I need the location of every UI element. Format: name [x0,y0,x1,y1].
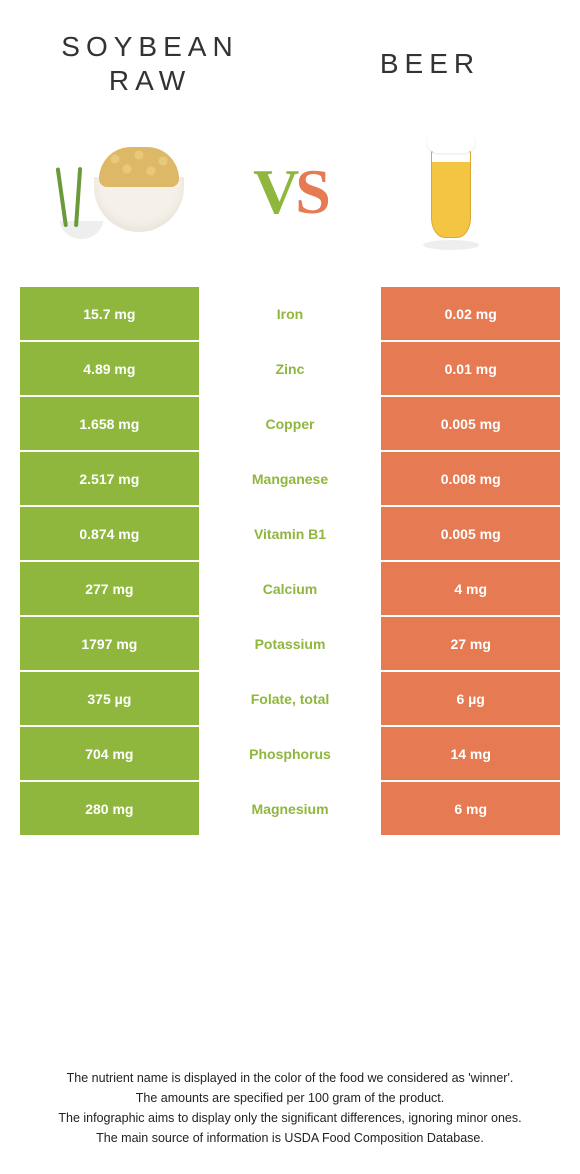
table-row: 1797 mgPotassium27 mg [20,617,560,672]
imagery-row: VS [0,107,580,287]
footer-line4: The main source of information is USDA F… [30,1129,550,1147]
nutrient-name-cell: Iron [201,287,382,340]
vs-label: VS [253,155,327,229]
footer-line2: The amounts are specified per 100 gram o… [30,1089,550,1107]
table-row: 4.89 mgZinc0.01 mg [20,342,560,397]
nutrient-name-cell: Calcium [201,562,382,615]
left-value-cell: 15.7 mg [20,287,201,340]
nutrient-name-cell: Potassium [201,617,382,670]
nutrient-name-cell: Vitamin B1 [201,507,382,560]
right-value-cell: 0.008 mg [381,452,560,505]
right-value-cell: 4 mg [381,562,560,615]
table-row: 2.517 mgManganese0.008 mg [20,452,560,507]
vs-s: S [295,155,327,229]
right-food-title: BEER [330,47,530,81]
right-value-cell: 6 mg [381,782,560,835]
vs-v: V [253,155,295,229]
right-value-cell: 0.02 mg [381,287,560,340]
nutrient-name-cell: Copper [201,397,382,450]
left-value-cell: 704 mg [20,727,201,780]
right-value-cell: 0.005 mg [381,397,560,450]
left-value-cell: 0.874 mg [20,507,201,560]
left-food-title: SOYBEAN RAW [50,30,250,97]
beer-illustration [376,127,526,257]
left-value-cell: 4.89 mg [20,342,201,395]
nutrient-name-cell: Zinc [201,342,382,395]
nutrient-name-cell: Phosphorus [201,727,382,780]
left-value-cell: 280 mg [20,782,201,835]
nutrient-name-cell: Folate, total [201,672,382,725]
footer-line3: The infographic aims to display only the… [30,1109,550,1127]
left-value-cell: 375 µg [20,672,201,725]
right-value-cell: 0.01 mg [381,342,560,395]
table-row: 1.658 mgCopper0.005 mg [20,397,560,452]
nutrient-name-cell: Magnesium [201,782,382,835]
footer-line1: The nutrient name is displayed in the co… [30,1069,550,1087]
table-row: 375 µgFolate, total6 µg [20,672,560,727]
nutrient-name-cell: Manganese [201,452,382,505]
right-value-cell: 14 mg [381,727,560,780]
right-value-cell: 27 mg [381,617,560,670]
right-value-cell: 6 µg [381,672,560,725]
left-title-line1: SOYBEAN [61,31,238,62]
left-value-cell: 1.658 mg [20,397,201,450]
table-row: 704 mgPhosphorus14 mg [20,727,560,782]
table-row: 280 mgMagnesium6 mg [20,782,560,837]
left-value-cell: 1797 mg [20,617,201,670]
footer-notes: The nutrient name is displayed in the co… [30,1069,550,1150]
nutrient-table: 15.7 mgIron0.02 mg4.89 mgZinc0.01 mg1.65… [20,287,560,837]
table-row: 277 mgCalcium4 mg [20,562,560,617]
left-value-cell: 2.517 mg [20,452,201,505]
left-title-line2: RAW [109,65,191,96]
soybean-illustration [54,127,204,257]
right-value-cell: 0.005 mg [381,507,560,560]
header: SOYBEAN RAW BEER [0,0,580,107]
table-row: 0.874 mgVitamin B10.005 mg [20,507,560,562]
table-row: 15.7 mgIron0.02 mg [20,287,560,342]
left-value-cell: 277 mg [20,562,201,615]
